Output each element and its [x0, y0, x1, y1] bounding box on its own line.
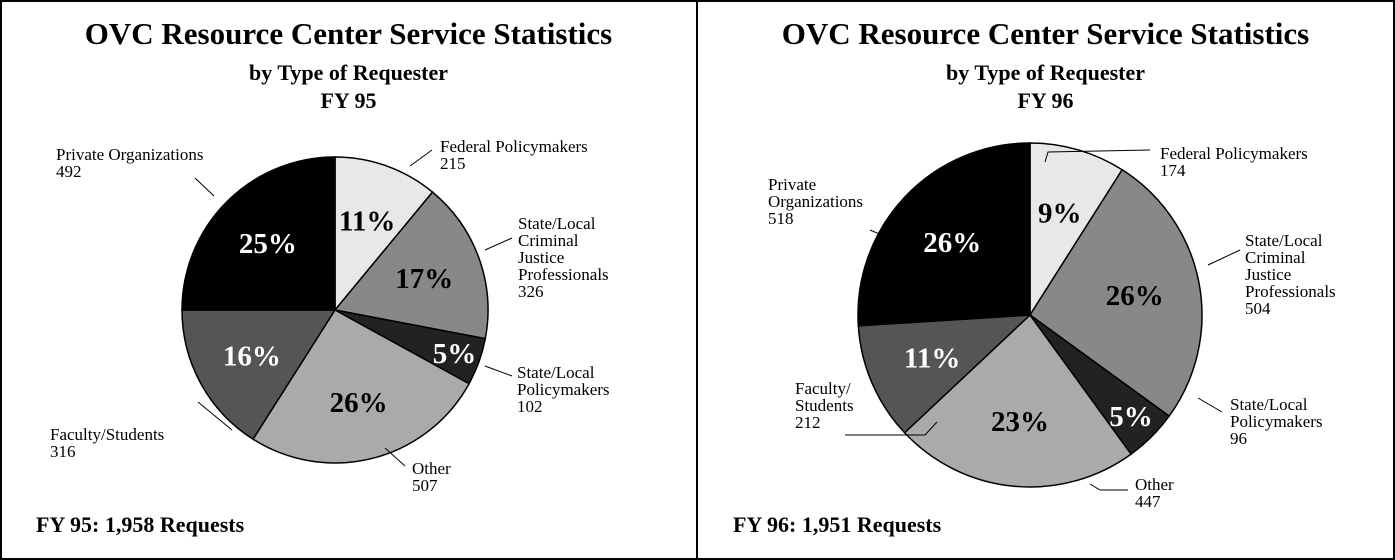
pie-slice	[903, 313, 1133, 488]
slice-label: 5%	[1109, 401, 1153, 433]
category-count: 447	[1135, 492, 1161, 511]
category-name: Faculty/Students	[50, 425, 165, 444]
category-label: Other 447	[1135, 476, 1174, 510]
chart-subtitle: by Type of Requester	[945, 60, 1145, 85]
category-name: Federal Policymakers	[1160, 144, 1308, 163]
category-count: 212	[795, 413, 821, 432]
category-name: Other	[412, 459, 451, 478]
chart-title: OVC Resource Center Service Statistics	[781, 16, 1310, 51]
pie-slice	[181, 156, 336, 311]
slice-label: 5%	[433, 338, 477, 370]
category-name: State/Local Policymakers	[517, 363, 610, 399]
leader-line	[1197, 397, 1223, 413]
pie-slice	[1028, 168, 1203, 418]
category-name: State/Local Criminal Justice Professiona…	[1245, 231, 1336, 301]
slice-label: 11%	[904, 342, 960, 374]
slice-label: 11%	[339, 206, 395, 238]
pie-slice	[857, 142, 1031, 327]
slice-label: 26%	[330, 387, 388, 419]
category-count: 102	[517, 397, 543, 416]
category-name: State/Local Criminal Justice Professiona…	[518, 214, 609, 284]
category-name: State/Local Policymakers	[1230, 395, 1323, 431]
slice-value: 11	[904, 342, 931, 374]
slice-value: 17	[395, 263, 424, 295]
category-label: State/Local Policymakers 96	[1230, 396, 1323, 447]
category-count: 492	[56, 162, 82, 181]
pie-slice	[857, 314, 1033, 434]
category-count: 326	[518, 282, 544, 301]
category-label: Private Organizations 492	[56, 146, 203, 180]
slice-label: 16%	[223, 341, 281, 373]
category-label: Private Organizations 518	[768, 176, 863, 227]
category-label: Faculty/ Students 212	[795, 380, 854, 431]
slice-label: 26%	[1106, 280, 1164, 312]
slice-value: 26	[923, 227, 952, 259]
slice-value: 26	[330, 387, 359, 419]
category-count: 507	[412, 476, 438, 495]
slice-label: 23%	[991, 406, 1049, 438]
leader-line	[1044, 149, 1151, 163]
slice-value: 11	[339, 206, 366, 238]
footnote: FY 96: 1,951 Requests	[733, 512, 942, 537]
slice-label: 17%	[395, 263, 453, 295]
category-label: State/Local Criminal Justice Professiona…	[518, 215, 609, 300]
category-name: Private Organizations	[768, 175, 864, 211]
chart-title: OVC Resource Center Service Statistics	[84, 16, 613, 51]
chart-period: FY 96	[1017, 88, 1074, 113]
category-label: Federal Policymakers 215	[440, 138, 588, 172]
category-count: 504	[1245, 299, 1271, 318]
slice-value: 26	[1106, 280, 1135, 312]
category-label: State/Local Criminal Justice Professiona…	[1245, 232, 1336, 317]
chart-subtitle: by Type of Requester	[248, 60, 448, 85]
leader-line	[484, 365, 513, 377]
category-count: 174	[1160, 161, 1186, 180]
footnote: FY 95: 1,958 Requests	[36, 512, 245, 537]
slice-label: 9%	[1038, 198, 1082, 230]
slice-value: 9	[1038, 198, 1053, 230]
leader-line	[384, 447, 406, 467]
category-count: 96	[1230, 429, 1247, 448]
category-count: 316	[50, 442, 76, 461]
category-label: State/Local Policymakers 102	[517, 364, 610, 415]
pie-slice	[334, 156, 434, 313]
leader-line	[484, 237, 513, 251]
leader-line	[197, 401, 233, 431]
leader-line	[409, 149, 433, 167]
category-name: Private Organizations	[56, 145, 204, 164]
slice-value: 25	[239, 228, 268, 260]
category-count: 518	[768, 209, 794, 228]
pie-slice	[333, 191, 489, 340]
leader-line	[1089, 483, 1128, 491]
slice-value: 16	[223, 341, 252, 373]
leader-line	[1207, 249, 1241, 266]
leader-line	[869, 229, 911, 248]
category-label: Federal Policymakers 174	[1160, 145, 1308, 179]
slice-value: 23	[991, 406, 1020, 438]
pie-slice	[181, 309, 337, 441]
slice-value: 5	[433, 338, 448, 370]
category-name: Faculty/ Students	[795, 379, 854, 415]
leader-line	[845, 421, 938, 436]
category-name: Federal Policymakers	[440, 137, 588, 156]
pie-slice	[251, 309, 471, 464]
category-label: Faculty/Students 316	[50, 426, 164, 460]
slice-label: 26%	[923, 227, 981, 259]
category-label: Other 507	[412, 460, 451, 494]
category-name: Other	[1135, 475, 1174, 494]
pie-slice	[1029, 142, 1124, 318]
chart-period: FY 95	[320, 88, 377, 113]
category-count: 215	[440, 154, 466, 173]
leader-line	[194, 177, 215, 197]
slice-value: 5	[1109, 401, 1124, 433]
slice-label: 25%	[239, 228, 297, 260]
